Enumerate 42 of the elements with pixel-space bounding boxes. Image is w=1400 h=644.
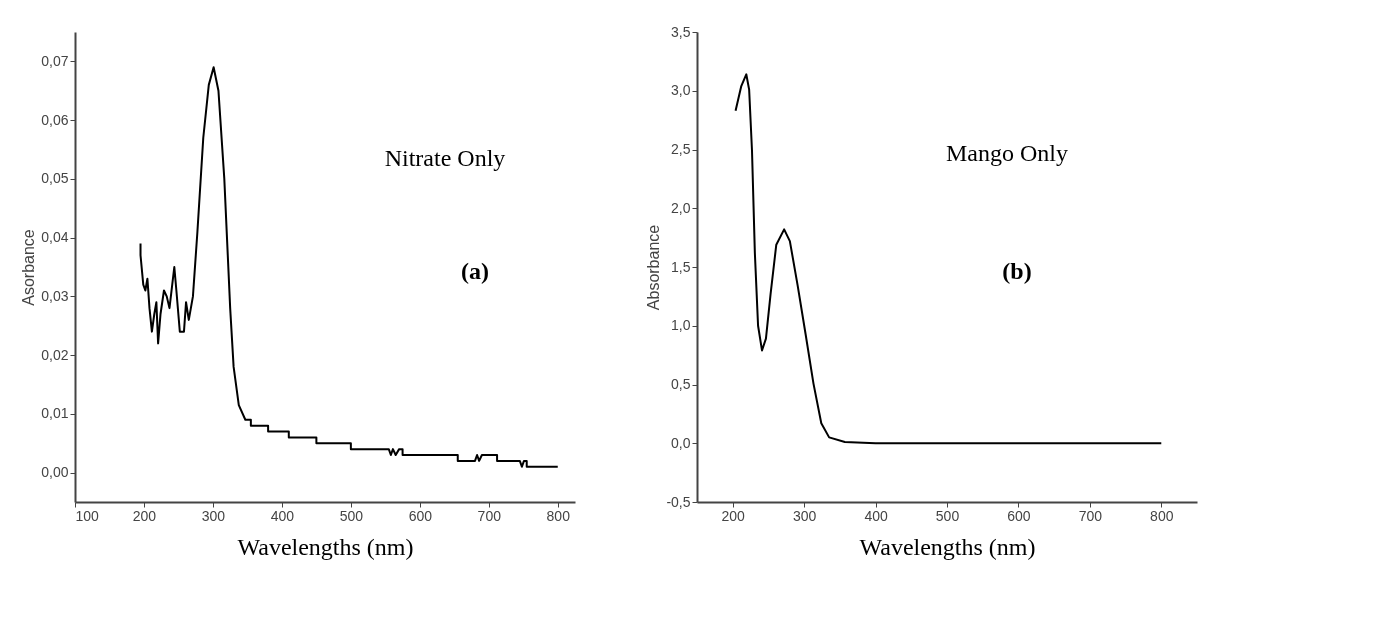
x-tick-label: 600 xyxy=(408,507,433,524)
x-tick-label: 700 xyxy=(1078,507,1103,524)
x-tick-label: 100 xyxy=(75,507,100,524)
x-tick-label: 200 xyxy=(721,507,746,524)
y-tick-label: 0,06 xyxy=(41,111,69,128)
x-tick-label: 300 xyxy=(201,507,226,524)
x-tick-label: 400 xyxy=(864,507,888,524)
x-tick-label: 600 xyxy=(1007,507,1031,524)
x-axis-title: Wavelengths (nm) xyxy=(859,533,1036,560)
x-tick-label: 300 xyxy=(792,507,817,524)
x-tick-label: 500 xyxy=(339,507,364,524)
y-tick-label: 3,5 xyxy=(671,23,691,40)
annotation: Mango Only xyxy=(946,140,1068,167)
x-tick-label: 800 xyxy=(1150,507,1174,524)
y-axis-title: Absorbance xyxy=(645,224,663,311)
y-tick-label: 0,01 xyxy=(41,405,69,422)
y-tick-label: 0,05 xyxy=(41,170,69,187)
line-series xyxy=(734,73,1163,445)
x-tick-label: 800 xyxy=(546,507,571,524)
x-tick-label: 500 xyxy=(935,507,960,524)
y-tick-label: 0,0 xyxy=(671,434,691,451)
y-tick-label: 2,0 xyxy=(671,199,691,216)
annotation: (a) xyxy=(461,257,489,284)
y-tick-label: 0,03 xyxy=(41,287,69,304)
y-tick-label: 0,02 xyxy=(41,346,69,363)
y-tick-label: 2,5 xyxy=(671,141,691,157)
y-tick-label: -0,5 xyxy=(666,493,691,510)
line-series xyxy=(139,66,559,468)
y-tick-label: 0,04 xyxy=(41,229,69,246)
y-tick-label: 3,0 xyxy=(671,82,691,99)
x-tick-label: 700 xyxy=(477,507,502,524)
x-tick-label: 200 xyxy=(132,507,157,524)
annotation: Nitrate Only xyxy=(384,144,506,171)
annotation: (b) xyxy=(1002,257,1032,284)
x-tick-label: 400 xyxy=(270,507,295,524)
y-tick-label: 1,0 xyxy=(671,317,691,334)
y-tick-label: 0,5 xyxy=(671,376,691,392)
y-tick-label: 1,5 xyxy=(671,258,691,275)
y-tick-label: 0,07 xyxy=(41,52,69,69)
y-axis-title: Asorbance xyxy=(20,229,38,306)
x-axis-title: Wavelengths (nm) xyxy=(237,533,414,560)
y-tick-label: 0,00 xyxy=(41,464,69,481)
